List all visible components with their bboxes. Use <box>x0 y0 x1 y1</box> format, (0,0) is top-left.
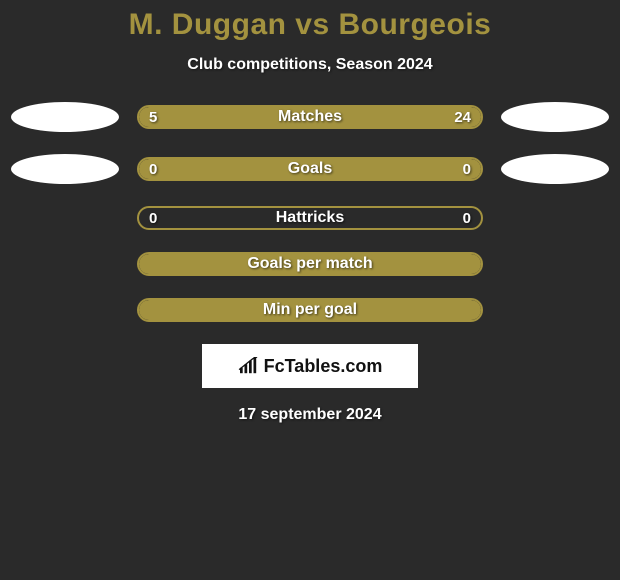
player-right-marker <box>501 154 609 184</box>
stat-row: 0 Hattricks 0 <box>0 206 620 230</box>
date-label: 17 september 2024 <box>238 406 381 424</box>
stat-bar-hattricks: 0 Hattricks 0 <box>137 206 483 230</box>
logo-text: FcTables.com <box>264 356 383 377</box>
stat-bar-min-per-goal: Min per goal <box>137 298 483 322</box>
stat-value-right: 0 <box>463 159 471 179</box>
comparison-infographic: M. Duggan vs Bourgeois Club competitions… <box>0 0 620 424</box>
stat-value-right: 24 <box>454 107 471 127</box>
stat-rows: 5 Matches 24 0 Goals 0 0 Hattricks 0 <box>0 102 620 322</box>
player-left-marker <box>11 102 119 132</box>
page-title: M. Duggan vs Bourgeois <box>129 8 492 42</box>
stat-bar-goals-per-match: Goals per match <box>137 252 483 276</box>
stat-row: Min per goal <box>0 298 620 322</box>
source-logo: FcTables.com <box>202 344 418 388</box>
player-right-marker <box>501 102 609 132</box>
stat-label: Hattricks <box>139 208 481 228</box>
stat-bar-goals: 0 Goals 0 <box>137 157 483 181</box>
stat-row: 0 Goals 0 <box>0 154 620 184</box>
player-left-marker <box>11 154 119 184</box>
stat-row: Goals per match <box>0 252 620 276</box>
stat-label: Goals <box>139 159 481 179</box>
stat-label: Min per goal <box>139 300 481 320</box>
stat-label: Matches <box>139 107 481 127</box>
stat-bar-matches: 5 Matches 24 <box>137 105 483 129</box>
stat-label: Goals per match <box>139 254 481 274</box>
bar-chart-icon <box>238 357 260 375</box>
stat-row: 5 Matches 24 <box>0 102 620 132</box>
stat-value-right: 0 <box>463 208 471 228</box>
page-subtitle: Club competitions, Season 2024 <box>187 56 432 74</box>
